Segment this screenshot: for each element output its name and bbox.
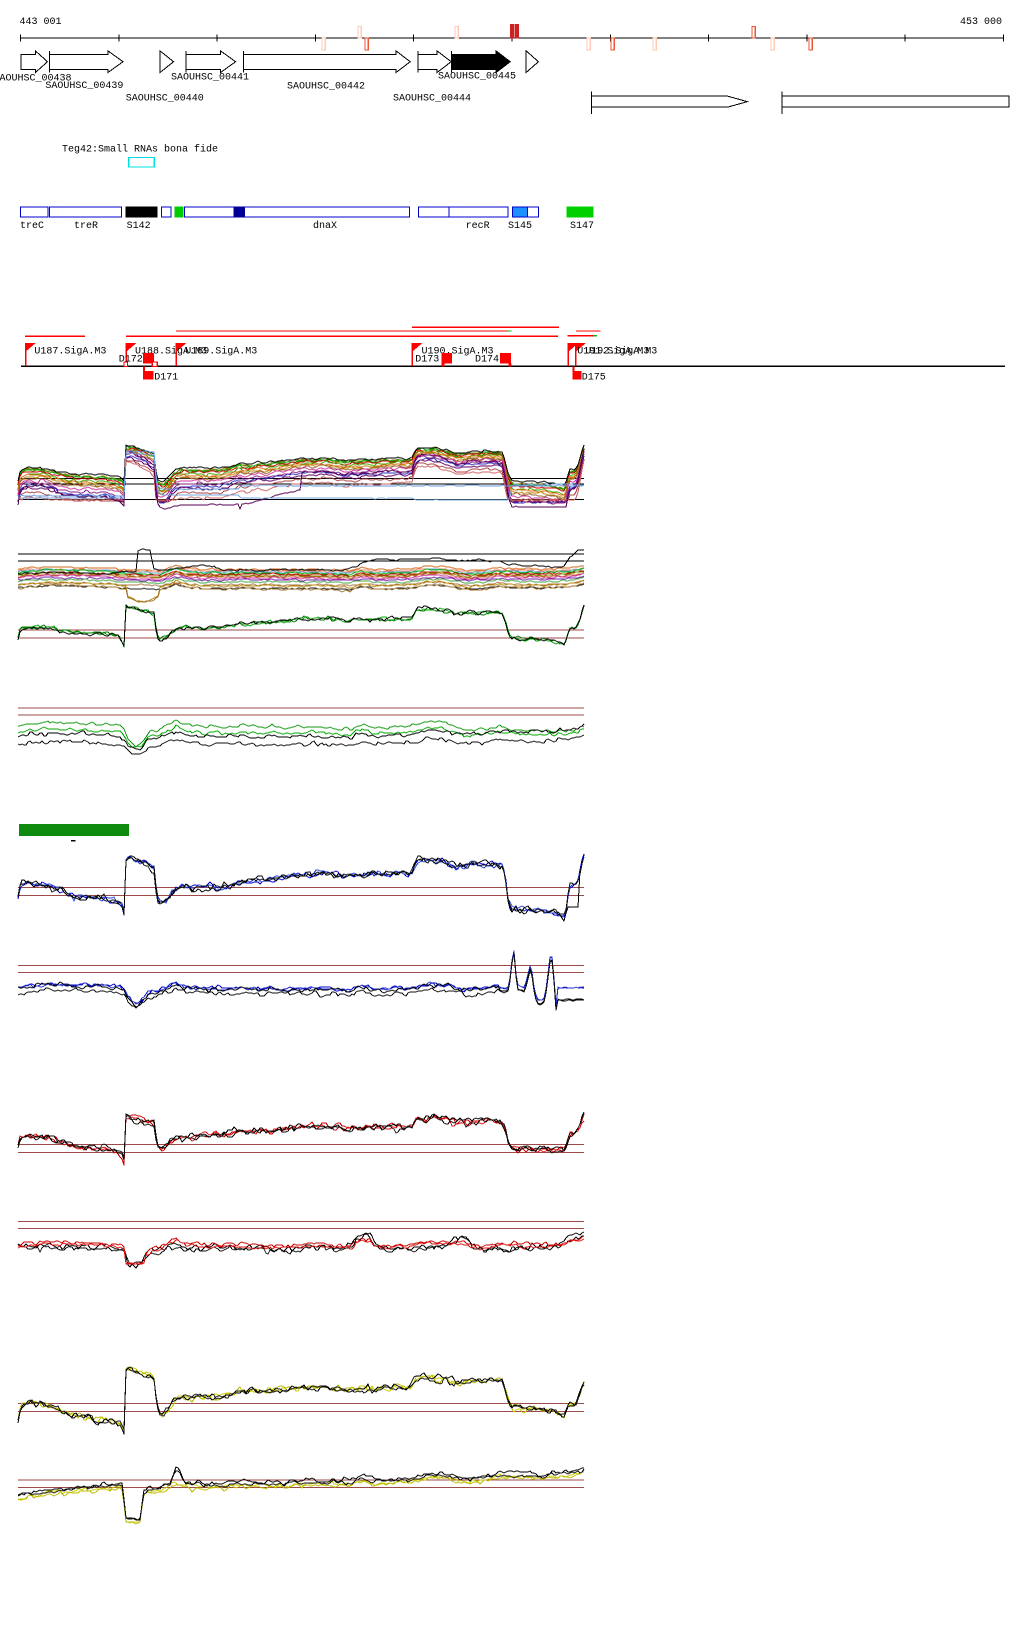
svg-text:SAOUHSC_00441: SAOUHSC_00441 xyxy=(171,73,249,84)
svg-text:U192.SigA.M3: U192.SigA.M3 xyxy=(585,346,657,358)
svg-text:SAOUHSC_00444: SAOUHSC_00444 xyxy=(393,94,471,105)
svg-text:recR: recR xyxy=(466,221,490,232)
svg-text:D175: D175 xyxy=(582,372,606,383)
svg-text:SAOUHSC_00440: SAOUHSC_00440 xyxy=(126,94,204,105)
svg-text:SAOUHSC_00445: SAOUHSC_00445 xyxy=(438,72,516,83)
svg-text:443 001: 443 001 xyxy=(20,17,62,28)
svg-text:U191.SigA.M3: U191.SigA.M3 xyxy=(577,346,649,358)
svg-text:treR: treR xyxy=(74,221,98,232)
svg-text:U189.SigA.M3: U189.SigA.M3 xyxy=(185,346,257,358)
svg-text:S145: S145 xyxy=(508,221,532,232)
svg-text:S142: S142 xyxy=(127,221,151,232)
svg-text:U187.SigA.M3: U187.SigA.M3 xyxy=(34,346,106,358)
svg-text:D173: D173 xyxy=(415,354,439,365)
svg-text:SAOUHSC_00439: SAOUHSC_00439 xyxy=(45,81,123,92)
svg-text:SAOUHSC_00442: SAOUHSC_00442 xyxy=(287,82,365,93)
svg-text:D172: D172 xyxy=(119,354,143,365)
svg-text:Teg42:Small RNAs bona fide: Teg42:Small RNAs bona fide xyxy=(62,144,218,156)
svg-text:D171: D171 xyxy=(154,372,178,383)
svg-text:453 000: 453 000 xyxy=(960,17,1002,28)
svg-text:dnaX: dnaX xyxy=(313,220,337,232)
svg-text:U190.SigA.M3: U190.SigA.M3 xyxy=(422,346,494,358)
svg-text:treC: treC xyxy=(20,221,44,232)
svg-text:D174: D174 xyxy=(475,354,499,365)
svg-text:S147: S147 xyxy=(570,221,594,232)
svg-text:SAOUHSC_00438: SAOUHSC_00438 xyxy=(0,74,72,85)
